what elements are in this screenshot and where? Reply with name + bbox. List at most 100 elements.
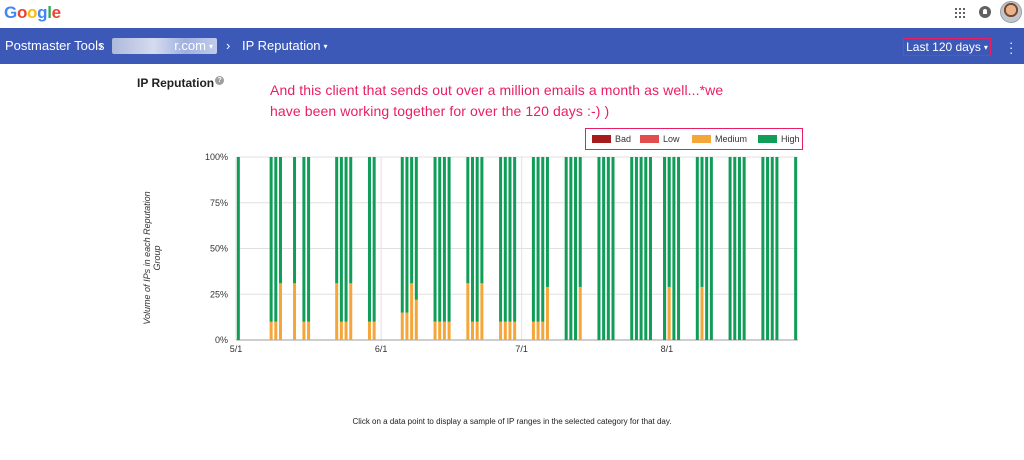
bar-medium[interactable] (499, 321, 503, 340)
bar-high[interactable] (278, 157, 282, 284)
bar-high[interactable] (400, 157, 404, 313)
bar-medium[interactable] (480, 283, 484, 340)
bar-medium[interactable] (367, 321, 371, 340)
bar-high[interactable] (677, 157, 681, 340)
bar-high[interactable] (513, 157, 517, 322)
bar-high[interactable] (742, 157, 746, 340)
bar-medium[interactable] (278, 283, 282, 340)
bar-medium[interactable] (447, 321, 451, 340)
bar-medium[interactable] (438, 321, 442, 340)
bar-high[interactable] (372, 157, 376, 322)
bar-high[interactable] (700, 157, 704, 287)
bar-high[interactable] (307, 157, 311, 322)
legend-item-bad[interactable]: Bad (592, 133, 631, 145)
bar-high[interactable] (770, 157, 774, 340)
bar-high[interactable] (611, 157, 615, 340)
bar-medium[interactable] (293, 283, 297, 340)
bar-high[interactable] (531, 157, 535, 322)
bar-medium[interactable] (344, 321, 348, 340)
bar-high[interactable] (480, 157, 484, 284)
bar-high[interactable] (672, 157, 676, 340)
bar-high[interactable] (508, 157, 512, 322)
bar-high[interactable] (433, 157, 437, 322)
bar-high[interactable] (733, 157, 737, 340)
bar-high[interactable] (574, 157, 578, 340)
bar-high[interactable] (410, 157, 414, 284)
bar-high[interactable] (499, 157, 503, 322)
bar-high[interactable] (602, 157, 606, 340)
bar-medium[interactable] (372, 321, 376, 340)
bar-high[interactable] (541, 157, 545, 322)
legend-item-high[interactable]: High (758, 133, 800, 145)
bar-high[interactable] (644, 157, 648, 340)
notification-icon[interactable] (979, 6, 991, 18)
bar-high[interactable] (274, 157, 278, 322)
app-title-link[interactable]: Postmaster Tools (5, 38, 105, 53)
bar-medium[interactable] (700, 286, 704, 340)
bar-medium[interactable] (339, 321, 343, 340)
bar-high[interactable] (367, 157, 371, 322)
domain-selector[interactable]: r.com ▾ (112, 38, 217, 54)
bar-high[interactable] (438, 157, 442, 322)
bar-high[interactable] (447, 157, 451, 322)
bar-high[interactable] (728, 157, 732, 340)
bar-high[interactable] (475, 157, 479, 322)
bar-high[interactable] (349, 157, 353, 284)
help-icon[interactable]: ? (215, 76, 225, 85)
bar-high[interactable] (414, 157, 418, 300)
bar-medium[interactable] (667, 286, 671, 340)
apps-grid-icon[interactable] (955, 8, 965, 18)
bar-high[interactable] (639, 157, 643, 340)
bar-medium[interactable] (349, 283, 353, 340)
user-avatar[interactable] (1000, 1, 1022, 23)
date-range-selector[interactable]: Last 120 days ▾ (903, 38, 991, 56)
google-logo[interactable]: Google (4, 3, 61, 23)
bar-medium[interactable] (545, 286, 549, 340)
bar-high[interactable] (503, 157, 507, 322)
bar-high[interactable] (634, 157, 638, 340)
bar-high[interactable] (630, 157, 634, 340)
bar-high[interactable] (766, 157, 770, 340)
bar-medium[interactable] (269, 321, 273, 340)
bar-medium[interactable] (536, 321, 540, 340)
bar-high[interactable] (236, 157, 240, 340)
bar-medium[interactable] (302, 321, 306, 340)
section-selector[interactable]: IP Reputation ▾ (242, 28, 328, 65)
bar-medium[interactable] (405, 312, 409, 340)
bar-high[interactable] (442, 157, 446, 322)
bar-medium[interactable] (400, 312, 404, 340)
bar-medium[interactable] (475, 321, 479, 340)
bar-medium[interactable] (335, 283, 339, 340)
bar-medium[interactable] (307, 321, 311, 340)
bar-high[interactable] (597, 157, 601, 340)
bar-high[interactable] (466, 157, 470, 284)
bar-high[interactable] (737, 157, 741, 340)
bar-high[interactable] (405, 157, 409, 313)
bar-high[interactable] (705, 157, 709, 340)
bar-high[interactable] (269, 157, 273, 322)
bar-medium[interactable] (531, 321, 535, 340)
bar-high[interactable] (545, 157, 549, 287)
bar-medium[interactable] (410, 283, 414, 340)
bar-high[interactable] (569, 157, 573, 340)
bar-high[interactable] (564, 157, 568, 340)
bar-medium[interactable] (433, 321, 437, 340)
bar-medium[interactable] (471, 321, 475, 340)
bar-high[interactable] (648, 157, 652, 340)
bar-high[interactable] (775, 157, 779, 340)
bar-medium[interactable] (513, 321, 517, 340)
legend-item-medium[interactable]: Medium (692, 133, 747, 145)
more-vert-icon[interactable]: · · · (1009, 35, 1014, 60)
bar-medium[interactable] (274, 321, 278, 340)
bar-high[interactable] (344, 157, 348, 322)
bar-medium[interactable] (414, 299, 418, 340)
bar-high[interactable] (695, 157, 699, 340)
bar-high[interactable] (667, 157, 671, 287)
bar-high[interactable] (335, 157, 339, 284)
bar-high[interactable] (339, 157, 343, 322)
bar-high[interactable] (578, 157, 582, 287)
bar-high[interactable] (761, 157, 765, 340)
bar-high[interactable] (471, 157, 475, 322)
bar-medium[interactable] (503, 321, 507, 340)
bar-high[interactable] (663, 157, 667, 340)
